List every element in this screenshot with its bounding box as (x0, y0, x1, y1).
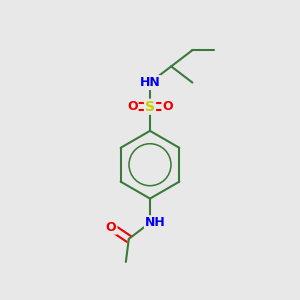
Text: HN: HN (140, 76, 160, 89)
Text: O: O (106, 220, 116, 234)
Text: O: O (127, 100, 138, 113)
Text: NH: NH (145, 216, 166, 229)
Text: S: S (145, 100, 155, 114)
Text: O: O (162, 100, 173, 113)
